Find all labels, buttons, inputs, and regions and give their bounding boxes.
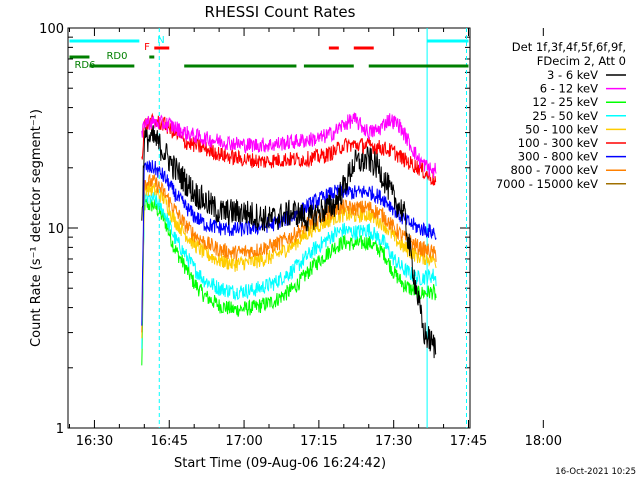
legend-entry-label: 300 - 800 keV: [518, 150, 598, 164]
x-tick-label: 17:30: [375, 434, 412, 449]
series-line: [141, 125, 437, 359]
status-bar-segment: [303, 64, 354, 68]
x-tick-label: 17:45: [450, 434, 487, 449]
legend-entry-label: 12 - 25 keV: [532, 95, 598, 109]
status-bar-label: RD0: [106, 51, 127, 62]
x-tick-label: 18:00: [525, 434, 562, 449]
legend-header-line-1: Det 1f,3f,4f,5f,6f,9f,: [512, 40, 626, 54]
attenuator-bars: NF RD0 RD6: [69, 35, 469, 71]
y-tick-label: 10: [47, 222, 64, 237]
legend-entry-label: 3 - 6 keV: [547, 68, 598, 82]
series-line: [141, 112, 437, 179]
status-bar-segment: [69, 39, 140, 43]
legend: Det 1f,3f,4f,5f,6f,9f, FDecim 2, Att 0 3…: [496, 40, 626, 191]
status-bar-segment: [353, 46, 374, 50]
series-lines: [141, 112, 437, 366]
series-line: [141, 174, 437, 333]
x-tick-labels: 16:30 16:45 17:00 17:15 17:30 17:45 18:00: [76, 434, 562, 449]
y-tick-label: 1: [56, 422, 64, 437]
status-bar-segment: [89, 64, 135, 68]
legend-entry-label: 7000 - 15000 keV: [496, 177, 598, 191]
vertical-markers: [158, 28, 468, 428]
status-bar-segment: [427, 39, 469, 43]
y-tick-labels: 1 10 100: [39, 22, 64, 437]
series-line: [141, 198, 437, 366]
legend-entry-label: 100 - 300 keV: [518, 136, 598, 150]
series-line: [141, 160, 437, 326]
axis-ticks: [68, 27, 544, 429]
y-axis-label: Count Rate (s⁻¹ detector segment⁻¹): [29, 109, 44, 347]
legend-header-line-2: FDecim 2, Att 0: [537, 54, 626, 68]
status-bar-segment: [69, 55, 90, 59]
series-line: [141, 191, 437, 349]
status-bar-label: F: [144, 42, 150, 53]
chart-title: RHESSI Count Rates: [205, 3, 356, 21]
status-bar-segment: [154, 46, 170, 50]
y-tick-label: 100: [39, 22, 64, 37]
x-tick-label: 17:15: [300, 434, 337, 449]
status-bar-segment: [328, 46, 339, 50]
status-bar-segment: [368, 64, 469, 68]
status-bar-segment: [184, 64, 297, 68]
series-line: [141, 112, 437, 186]
x-tick-label: 16:30: [76, 434, 113, 449]
status-bar-label: RD6: [74, 60, 95, 71]
status-bar-segment: [149, 55, 155, 59]
footer-date: 16-Oct-2021 10:25: [555, 467, 636, 477]
series-line: [141, 180, 437, 339]
legend-entry-label: 25 - 50 keV: [532, 109, 598, 123]
status-bar-label: N: [157, 35, 164, 46]
x-tick-label: 16:45: [151, 434, 188, 449]
legend-entry-label: 800 - 7000 keV: [510, 163, 598, 177]
legend-entry-label: 6 - 12 keV: [540, 82, 598, 96]
legend-entry-label: 50 - 100 keV: [525, 122, 598, 136]
x-axis-label: Start Time (09-Aug-06 16:24:42): [174, 456, 386, 471]
x-tick-label: 17:00: [225, 434, 262, 449]
